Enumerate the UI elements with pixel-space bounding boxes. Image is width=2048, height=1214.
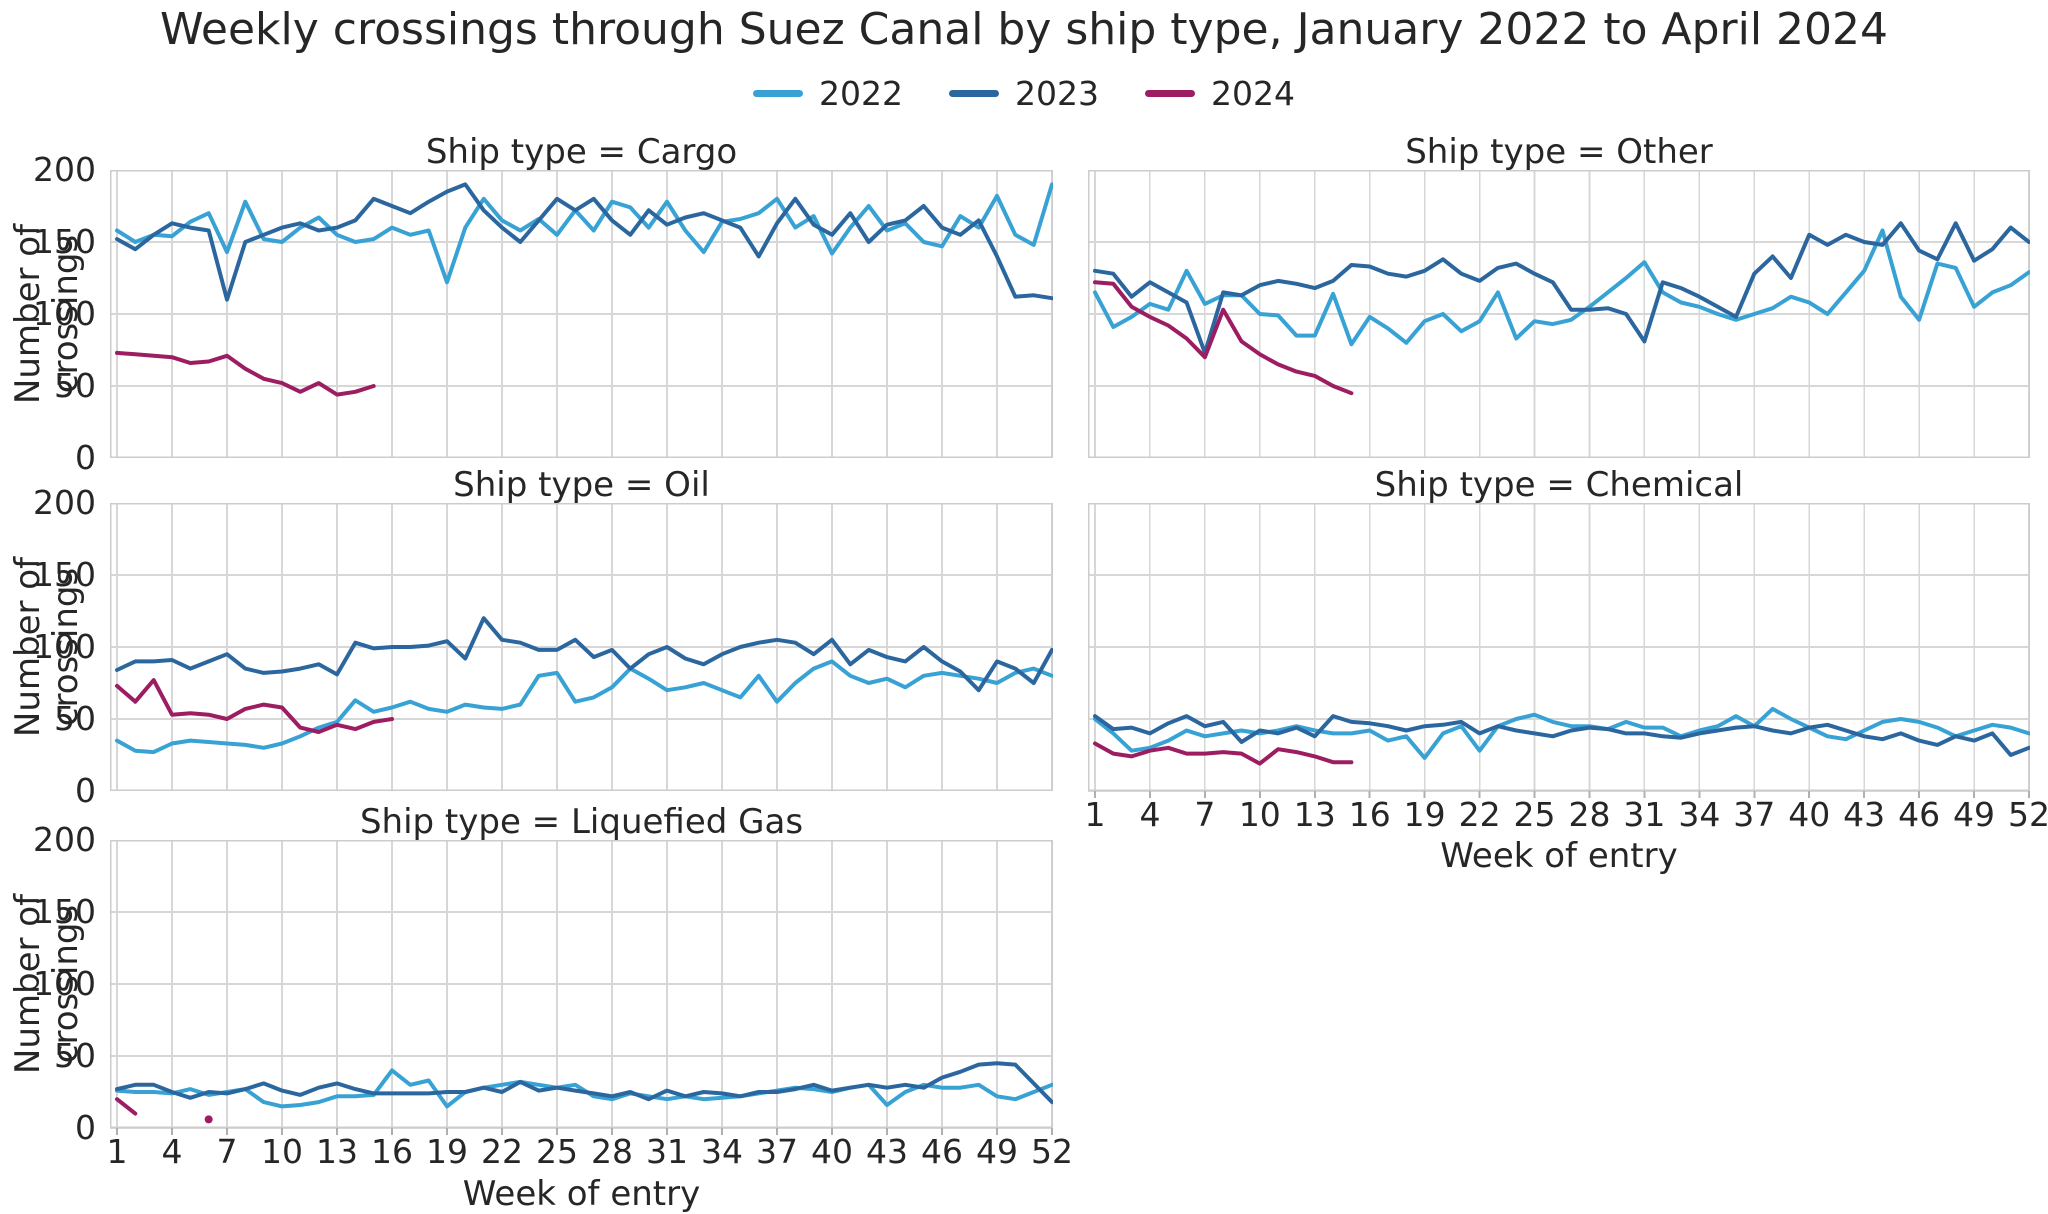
x-tick-label: 52 (1031, 1132, 1073, 1171)
x-tick-label: 40 (1788, 795, 1831, 834)
x-tick-label: 34 (1678, 795, 1721, 834)
x-tick-label: 31 (1623, 795, 1666, 834)
x-tick-label: 37 (1733, 795, 1776, 834)
y-tick-label: 50 (54, 699, 96, 738)
y-tick-label: 0 (75, 438, 96, 477)
x-tick-label: 19 (426, 1132, 468, 1171)
x-tick-label: 16 (1348, 795, 1391, 834)
facet-title-oil: Ship type = Oil (453, 465, 710, 505)
x-axis-label-left: Week of entry (462, 1174, 701, 1214)
x-axis-label-right: Week of entry (1440, 836, 1678, 876)
facet-title-other: Ship type = Other (1405, 132, 1713, 172)
y-tick-label: 0 (75, 771, 96, 810)
facet-cargo: Ship type = Cargo (110, 132, 1053, 458)
facet-oil: Ship type = Oil (110, 465, 1053, 791)
legend-label-2022: 2022 (819, 74, 903, 113)
x-tick-label: 13 (1293, 795, 1336, 834)
y-tick-label: 50 (54, 366, 96, 405)
facet-chemical: Ship type = Chemical (1088, 465, 2030, 798)
legend-swatch-2024 (1144, 90, 1195, 97)
x-tick-label: 25 (536, 1132, 578, 1171)
y-tick-label: 0 (75, 1108, 96, 1147)
y-axis-label-row2: Number of crossings (8, 556, 86, 738)
plot-other (1088, 170, 2030, 458)
x-tick-label: 10 (261, 1132, 303, 1171)
legend-label-2023: 2023 (1015, 74, 1099, 113)
x-tick-label: 1 (106, 1132, 128, 1171)
x-tick-label: 28 (591, 1132, 633, 1171)
x-tick-label: 43 (1843, 795, 1886, 834)
y-tick-label: 50 (54, 1036, 96, 1075)
y-tick-label: 150 (33, 555, 96, 594)
x-tick-label: 10 (1238, 795, 1281, 834)
plot-liquefied-gas (110, 840, 1053, 1135)
legend-item-2022: 2022 (753, 74, 903, 113)
x-tick-label: 46 (1898, 795, 1941, 834)
y-axis-label-row1: Number of crossings (8, 223, 86, 405)
x-tick-label: 19 (1403, 795, 1446, 834)
x-tick-label: 31 (646, 1132, 688, 1171)
x-tick-label: 22 (1458, 795, 1501, 834)
x-tick-label: 49 (976, 1132, 1018, 1171)
legend-item-2024: 2024 (1144, 74, 1295, 113)
x-tick-label: 37 (756, 1132, 798, 1171)
chart-title: Weekly crossings through Suez Canal by s… (159, 4, 1889, 55)
y-tick-label: 100 (33, 627, 96, 666)
y-axis-label-row3: Number of crossings (8, 893, 86, 1075)
y-tick-label: 200 (33, 483, 96, 522)
facet-liquefied-gas: Ship type = Liquefied Gas (110, 802, 1053, 1135)
x-tick-label: 25 (1513, 795, 1556, 834)
x-tick-label: 16 (371, 1132, 413, 1171)
legend-swatch-2023 (949, 90, 999, 97)
y-tick-label: 150 (33, 892, 96, 931)
legend: 2022 2023 2024 (0, 74, 2048, 113)
x-tick-label: 46 (921, 1132, 963, 1171)
legend-label-2024: 2024 (1210, 74, 1295, 113)
y-tick-label: 100 (33, 964, 96, 1003)
facet-title-liquefied-gas: Ship type = Liquefied Gas (359, 802, 804, 842)
plot-oil (110, 503, 1053, 791)
x-tick-label: 7 (216, 1132, 238, 1171)
facet-title-cargo: Ship type = Cargo (425, 132, 738, 172)
x-tick-label: 4 (1139, 795, 1161, 834)
x-tick-label: 7 (1194, 795, 1216, 834)
x-tick-label: 1 (1084, 795, 1106, 834)
x-tick-label: 4 (161, 1132, 183, 1171)
x-tick-label: 22 (481, 1132, 523, 1171)
x-tick-label: 34 (701, 1132, 743, 1171)
y-tick-label: 150 (33, 222, 96, 261)
y-tick-label: 200 (33, 820, 96, 859)
x-tick-label: 28 (1568, 795, 1611, 834)
facet-title-chemical: Ship type = Chemical (1374, 465, 1744, 505)
x-tick-label: 13 (316, 1132, 358, 1171)
facet-other: Ship type = Other (1088, 132, 2030, 458)
x-tick-label: 52 (2008, 795, 2048, 834)
x-tick-label: 40 (811, 1132, 853, 1171)
x-tick-label: 49 (1953, 795, 1996, 834)
legend-item-2023: 2023 (949, 74, 1099, 113)
legend-swatch-2022 (753, 90, 804, 97)
plot-cargo (110, 170, 1053, 458)
x-tick-label: 43 (866, 1132, 908, 1171)
y-tick-label: 200 (33, 150, 96, 189)
plot-chemical (1088, 503, 2030, 798)
y-tick-label: 100 (33, 294, 96, 333)
